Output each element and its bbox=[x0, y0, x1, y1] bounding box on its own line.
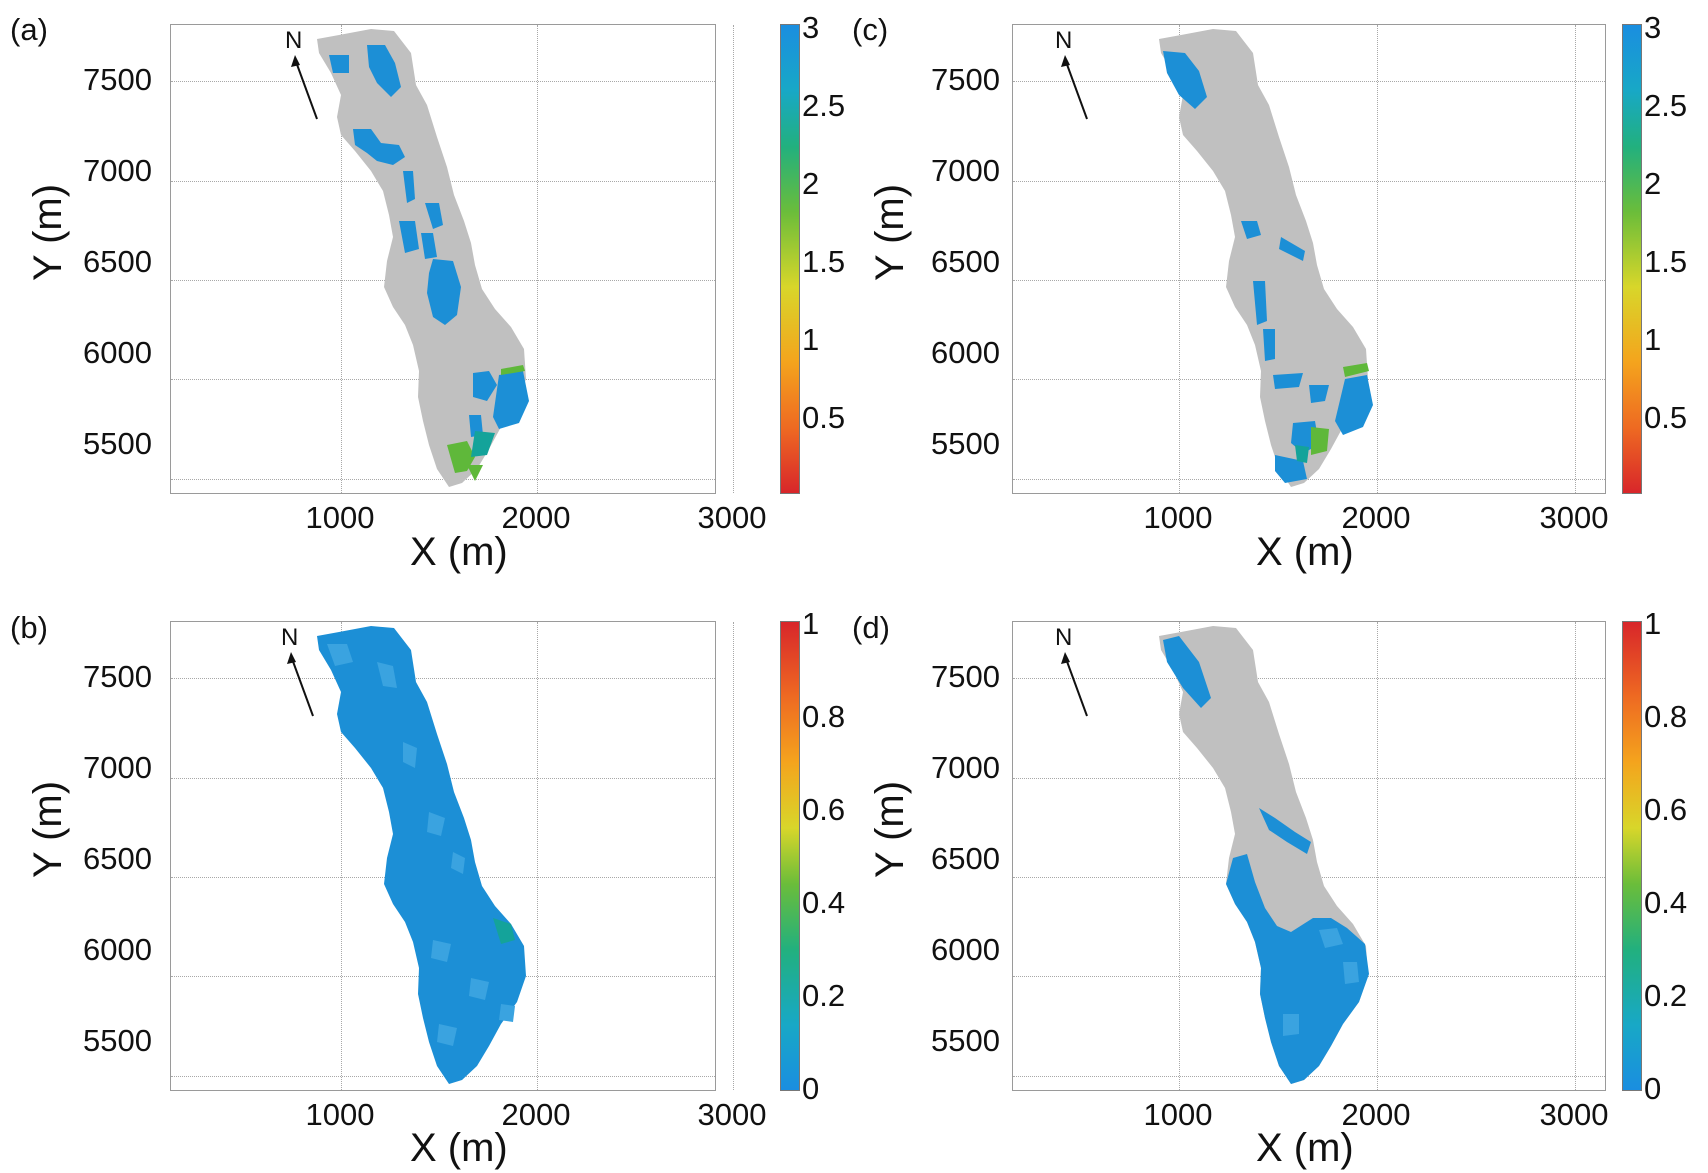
y-axis-label: Y (m) bbox=[26, 780, 70, 878]
y-tick-label: 7000 bbox=[931, 153, 1000, 188]
colorbar bbox=[780, 621, 800, 1091]
x-tick-label: 2000 bbox=[501, 1097, 571, 1132]
north-label: N bbox=[281, 624, 299, 651]
y-tick-label: 6000 bbox=[83, 932, 152, 967]
panel-label: (a) bbox=[10, 12, 48, 47]
x-tick-label: 1000 bbox=[305, 1097, 375, 1132]
colorbar-tick-label: 3 bbox=[802, 10, 820, 45]
lake-outline bbox=[1159, 29, 1368, 487]
x-axis-label: X (m) bbox=[410, 1126, 508, 1170]
y-axis-label: Y (m) bbox=[26, 183, 70, 281]
colorbar-tick-label: 0.8 bbox=[802, 699, 846, 734]
colorbar bbox=[1622, 621, 1642, 1091]
colorbar-tick-label: 1.5 bbox=[802, 244, 846, 279]
colorbar-tick-label: 2.5 bbox=[1644, 88, 1688, 123]
x-tick-label: 3000 bbox=[1539, 1097, 1609, 1132]
y-axis-label: Y (m) bbox=[868, 183, 912, 281]
panel-label: (d) bbox=[852, 610, 890, 645]
y-tick-label: 6500 bbox=[931, 841, 1000, 876]
x-tick-label: 3000 bbox=[697, 500, 767, 535]
lake-map bbox=[317, 29, 529, 487]
colorbar-tick-label: 1 bbox=[1644, 322, 1662, 357]
colorbar-tick-label: 0.4 bbox=[802, 885, 846, 920]
x-tick-label: 1000 bbox=[305, 500, 375, 535]
plot-area: N bbox=[1012, 24, 1606, 494]
x-tick-label: 3000 bbox=[1539, 500, 1609, 535]
north-arrow bbox=[287, 652, 314, 717]
y-tick-label: 5500 bbox=[83, 1023, 152, 1058]
colorbar-tick-label: 1 bbox=[802, 606, 820, 641]
colorbar-tick-label: 1.5 bbox=[1644, 244, 1688, 279]
x-tick-label: 2000 bbox=[1341, 500, 1411, 535]
panel-label: (b) bbox=[10, 610, 48, 645]
y-axis-label: Y (m) bbox=[868, 780, 912, 878]
y-tick-label: 7500 bbox=[931, 62, 1000, 97]
colorbar bbox=[780, 24, 800, 494]
y-tick-label: 6500 bbox=[83, 841, 152, 876]
y-tick-label: 6000 bbox=[83, 335, 152, 370]
colorbar-tick-label: 0.5 bbox=[802, 400, 846, 435]
y-tick-label: 5500 bbox=[931, 1023, 1000, 1058]
lake-outline bbox=[317, 626, 526, 1084]
colorbar-tick-label: 2 bbox=[1644, 166, 1662, 201]
colorbar bbox=[1622, 24, 1642, 494]
y-tick-label: 5500 bbox=[931, 426, 1000, 461]
y-tick-label: 7000 bbox=[83, 750, 152, 785]
colorbar-tick-label: 1 bbox=[802, 322, 820, 357]
x-tick-label: 1000 bbox=[1143, 1097, 1213, 1132]
plot-area: N bbox=[170, 24, 734, 494]
colorbar-tick-label: 0.6 bbox=[802, 792, 846, 827]
plot-area: N bbox=[1012, 621, 1606, 1091]
colorbar-tick-label: 1 bbox=[1644, 606, 1662, 641]
colorbar-tick-label: 0.5 bbox=[1644, 400, 1688, 435]
y-tick-label: 5500 bbox=[83, 426, 152, 461]
colorbar-tick-label: 0.8 bbox=[1644, 699, 1688, 734]
y-tick-label: 7000 bbox=[83, 153, 152, 188]
colorbar-tick-label: 2.5 bbox=[802, 88, 846, 123]
colorbar-tick-label: 0.6 bbox=[1644, 792, 1688, 827]
north-arrow bbox=[291, 55, 318, 120]
north-arrow bbox=[1061, 652, 1088, 717]
lake-map bbox=[1159, 29, 1373, 487]
north-arrow bbox=[1061, 55, 1088, 120]
y-tick-label: 7500 bbox=[931, 659, 1000, 694]
y-tick-label: 6500 bbox=[931, 244, 1000, 279]
colorbar-tick-label: 3 bbox=[1644, 10, 1662, 45]
y-tick-label: 6000 bbox=[931, 932, 1000, 967]
x-axis-label: X (m) bbox=[1256, 530, 1354, 574]
north-label: N bbox=[285, 27, 303, 54]
y-tick-label: 6000 bbox=[931, 335, 1000, 370]
lake-map bbox=[317, 626, 526, 1084]
lake-map bbox=[1159, 626, 1369, 1084]
colorbar-tick-label: 0 bbox=[1644, 1071, 1662, 1106]
y-tick-label: 7500 bbox=[83, 659, 152, 694]
north-label: N bbox=[1055, 624, 1073, 651]
north-label: N bbox=[1055, 27, 1073, 54]
x-tick-label: 2000 bbox=[1341, 1097, 1411, 1132]
panel-label: (c) bbox=[852, 12, 889, 47]
x-tick-label: 1000 bbox=[1143, 500, 1213, 535]
colorbar-tick-label: 2 bbox=[802, 166, 820, 201]
x-tick-label: 3000 bbox=[697, 1097, 767, 1132]
colorbar-tick-label: 0 bbox=[802, 1071, 820, 1106]
x-axis-label: X (m) bbox=[1256, 1126, 1354, 1170]
plot-area: N bbox=[170, 621, 734, 1091]
y-tick-label: 7000 bbox=[931, 750, 1000, 785]
x-axis-label: X (m) bbox=[410, 530, 508, 574]
y-tick-label: 6500 bbox=[83, 244, 152, 279]
y-tick-label: 7500 bbox=[83, 62, 152, 97]
colorbar-tick-label: 0.4 bbox=[1644, 885, 1688, 920]
x-tick-label: 2000 bbox=[501, 500, 571, 535]
colorbar-tick-label: 0.2 bbox=[1644, 978, 1688, 1013]
colorbar-tick-label: 0.2 bbox=[802, 978, 846, 1013]
